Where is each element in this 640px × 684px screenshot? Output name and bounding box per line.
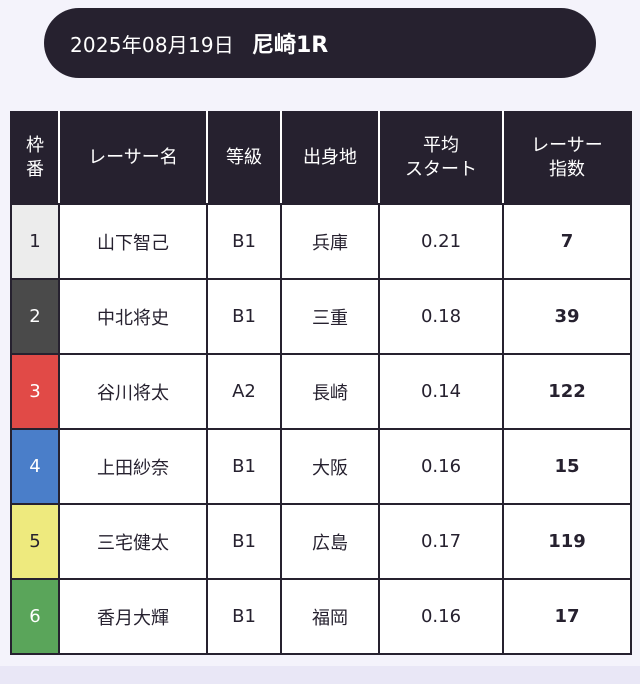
racer-hometown: 三重: [280, 278, 380, 355]
racer-name: 上田紗奈: [58, 428, 208, 505]
table-row: 3 谷川将太 A2 長崎 0.14 122: [10, 353, 632, 430]
racer-avg-start: 0.14: [378, 353, 504, 430]
header-grade: 等級: [206, 111, 282, 205]
race-date: 2025年08月19日: [70, 32, 234, 57]
racer-grade: A2: [206, 353, 282, 430]
racer-table: 枠 番 レーサー名 等級 出身地 平均 スタート レーサー 指数 1 山下智己: [10, 111, 632, 655]
racer-table-container: 枠 番 レーサー名 等級 出身地 平均 スタート レーサー 指数 1 山下智己: [10, 111, 632, 655]
racer-hometown: 大阪: [280, 428, 380, 505]
header-hometown: 出身地: [280, 111, 380, 205]
waku-cell: 1: [10, 203, 60, 280]
table-row: 2 中北将史 B1 三重 0.18 39: [10, 278, 632, 355]
racer-index: 122: [502, 353, 632, 430]
racer-grade: B1: [206, 578, 282, 655]
racer-grade: B1: [206, 203, 282, 280]
waku-cell: 6: [10, 578, 60, 655]
header-start-line2: スタート: [405, 159, 477, 180]
racer-hometown: 長崎: [280, 353, 380, 430]
header-name: レーサー名: [58, 111, 208, 205]
header-index-line1: レーサー: [531, 135, 603, 156]
racer-index: 15: [502, 428, 632, 505]
header-start-line1: 平均: [423, 135, 459, 156]
table-row: 6 香月大輝 B1 福岡 0.16 17: [10, 578, 632, 655]
racer-avg-start: 0.17: [378, 503, 504, 580]
racer-name: 三宅健太: [58, 503, 208, 580]
waku-cell: 2: [10, 278, 60, 355]
racer-name: 谷川将太: [58, 353, 208, 430]
race-header: 2025年08月19日 尼崎1R: [44, 8, 596, 78]
table-row: 5 三宅健太 B1 広島 0.17 119: [10, 503, 632, 580]
waku-cell: 3: [10, 353, 60, 430]
waku-cell: 5: [10, 503, 60, 580]
header-index: レーサー 指数: [502, 111, 632, 205]
racer-index: 39: [502, 278, 632, 355]
header-index-line2: 指数: [549, 159, 585, 180]
racer-grade: B1: [206, 503, 282, 580]
header-waku-line1: 枠: [26, 135, 44, 156]
racer-hometown: 福岡: [280, 578, 380, 655]
racer-grade: B1: [206, 428, 282, 505]
racer-hometown: 兵庫: [280, 203, 380, 280]
table-header-row: 枠 番 レーサー名 等級 出身地 平均 スタート レーサー 指数: [10, 111, 632, 205]
waku-cell: 4: [10, 428, 60, 505]
racer-index: 7: [502, 203, 632, 280]
table-row: 1 山下智己 B1 兵庫 0.21 7: [10, 203, 632, 280]
racer-avg-start: 0.16: [378, 428, 504, 505]
racer-index: 17: [502, 578, 632, 655]
table-row: 4 上田紗奈 B1 大阪 0.16 15: [10, 428, 632, 505]
racer-name: 香月大輝: [58, 578, 208, 655]
racer-avg-start: 0.21: [378, 203, 504, 280]
header-waku: 枠 番: [10, 111, 60, 205]
bottom-background-strip: [0, 666, 640, 684]
racer-avg-start: 0.18: [378, 278, 504, 355]
header-waku-line2: 番: [26, 159, 44, 180]
race-title: 尼崎1R: [252, 33, 329, 58]
racer-name: 中北将史: [58, 278, 208, 355]
racer-name: 山下智己: [58, 203, 208, 280]
racer-index: 119: [502, 503, 632, 580]
header-start: 平均 スタート: [378, 111, 504, 205]
racer-hometown: 広島: [280, 503, 380, 580]
racer-grade: B1: [206, 278, 282, 355]
racer-avg-start: 0.16: [378, 578, 504, 655]
